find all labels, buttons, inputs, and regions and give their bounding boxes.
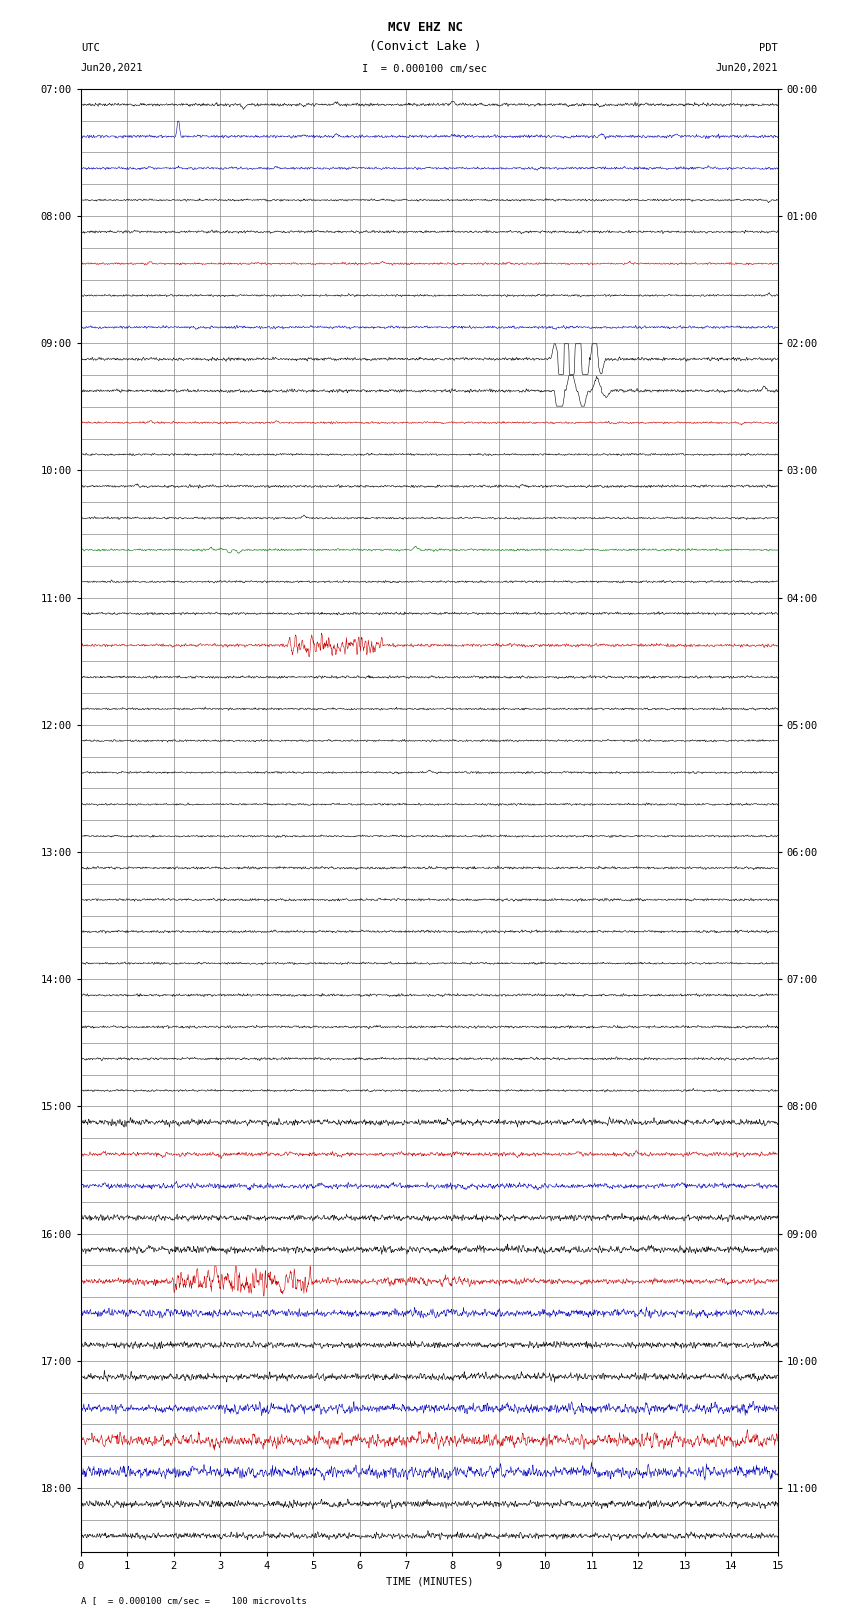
Text: Jun20,2021: Jun20,2021 [715,63,778,73]
Text: Jun20,2021: Jun20,2021 [81,63,144,73]
Text: A [  = 0.000100 cm/sec =    100 microvolts: A [ = 0.000100 cm/sec = 100 microvolts [81,1595,307,1605]
Text: (Convict Lake ): (Convict Lake ) [369,40,481,53]
Text: MCV EHZ NC: MCV EHZ NC [388,21,462,34]
X-axis label: TIME (MINUTES): TIME (MINUTES) [386,1576,473,1586]
Text: I  = 0.000100 cm/sec: I = 0.000100 cm/sec [362,65,488,74]
Text: UTC: UTC [81,44,99,53]
Text: PDT: PDT [759,44,778,53]
